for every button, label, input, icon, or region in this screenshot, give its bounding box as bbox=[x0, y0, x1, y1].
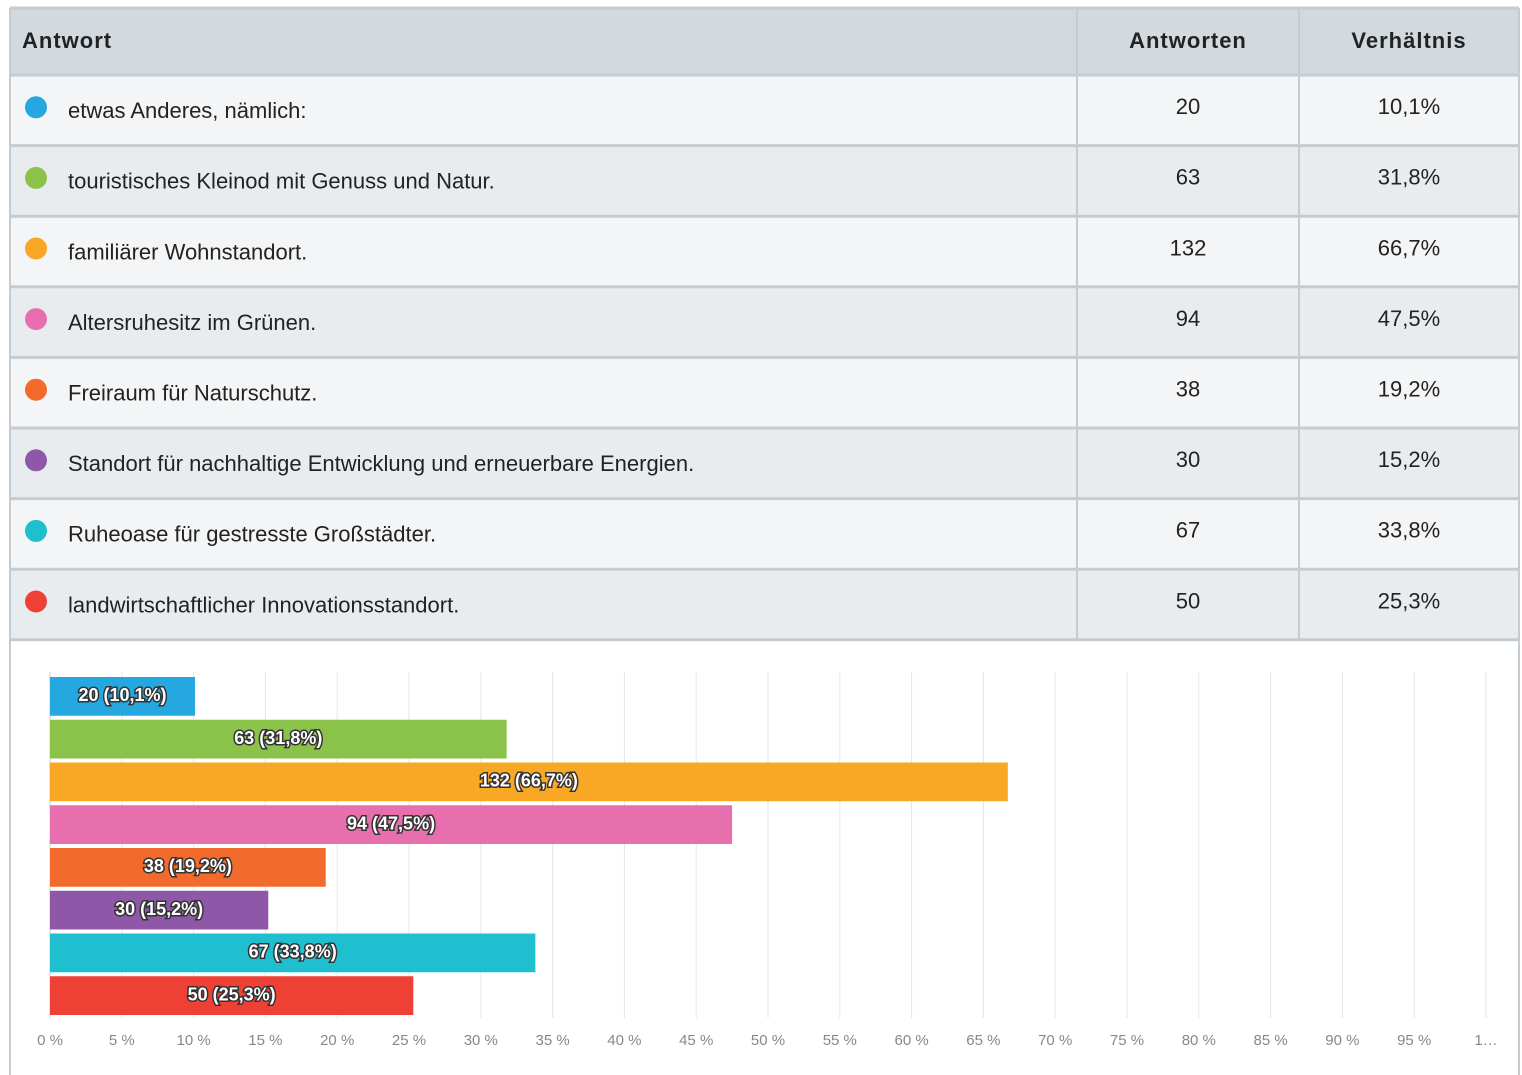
bar bbox=[50, 933, 536, 973]
cell: 33,8% bbox=[1378, 518, 1440, 543]
cell: 63 bbox=[1176, 165, 1200, 190]
cell: 132 bbox=[1170, 235, 1207, 260]
cell: Freiraum für Naturschutz. bbox=[68, 381, 317, 406]
cell: familiärer Wohnstandort. bbox=[68, 239, 307, 264]
table-row bbox=[10, 145, 1519, 217]
legend-dot bbox=[25, 237, 47, 260]
cell: touristisches Kleinod mit Genuss und Nat… bbox=[68, 169, 495, 194]
x-tick-label: 35 % bbox=[535, 1032, 569, 1049]
x-tick-label: 70 % bbox=[1038, 1032, 1072, 1049]
x-tick-label: 30 % bbox=[464, 1032, 498, 1049]
legend-dot bbox=[25, 96, 47, 119]
table-row bbox=[10, 357, 1519, 428]
value-label: 132 (66,7%) bbox=[480, 771, 578, 791]
header-cell: Antwort bbox=[22, 28, 112, 53]
x-tick-label: 60 % bbox=[894, 1032, 928, 1049]
x-tick-label: 45 % bbox=[679, 1032, 713, 1049]
legend-dot bbox=[25, 590, 47, 613]
x-tick-label: 10 % bbox=[176, 1032, 210, 1049]
x-tick-label: 90 % bbox=[1325, 1032, 1359, 1049]
value-label: 94 (47,5%) bbox=[347, 813, 435, 833]
table-row bbox=[10, 428, 1519, 499]
x-tick-label: 85 % bbox=[1253, 1032, 1287, 1049]
x-tick-label: 5 % bbox=[109, 1032, 135, 1049]
table-row bbox=[10, 569, 1519, 640]
cell: 66,7% bbox=[1378, 235, 1440, 260]
table-row bbox=[10, 75, 1519, 146]
x-tick-label: 55 % bbox=[823, 1032, 857, 1049]
x-tick-label: 80 % bbox=[1182, 1032, 1216, 1049]
cell: 38 bbox=[1176, 377, 1200, 402]
value-label: 38 (19,2%) bbox=[144, 856, 232, 876]
cell: 10,1% bbox=[1378, 94, 1440, 119]
bar bbox=[50, 719, 507, 759]
x-tick-label: 25 % bbox=[392, 1032, 426, 1049]
cell: 47,5% bbox=[1378, 306, 1440, 331]
cell: landwirtschaftlicher Innovationsstandort… bbox=[68, 592, 459, 617]
cell: 31,8% bbox=[1378, 165, 1440, 190]
legend-dot bbox=[25, 308, 47, 331]
table-row bbox=[10, 498, 1519, 570]
legend-dot bbox=[25, 519, 47, 542]
table-row bbox=[10, 286, 1519, 358]
table-row bbox=[10, 216, 1519, 287]
table-header bbox=[10, 8, 1519, 75]
cell: Standort für nachhaltige Entwicklung und… bbox=[68, 451, 694, 476]
cell: 20 bbox=[1176, 94, 1200, 119]
x-tick-label: 1… bbox=[1474, 1032, 1497, 1049]
header-cell: Antworten bbox=[1129, 28, 1247, 53]
value-label: 50 (25,3%) bbox=[188, 984, 276, 1004]
bar bbox=[50, 976, 414, 1015]
x-tick-label: 0 % bbox=[37, 1032, 63, 1049]
bar bbox=[50, 677, 196, 716]
legend-dot bbox=[25, 449, 47, 472]
cell: Ruheoase für gestresste Großstädter. bbox=[68, 522, 436, 547]
bar bbox=[50, 762, 1008, 802]
x-tick-label: 65 % bbox=[966, 1032, 1000, 1049]
cell: Altersruhesitz im Grünen. bbox=[68, 310, 316, 335]
x-tick-label: 20 % bbox=[320, 1032, 354, 1049]
x-tick-label: 95 % bbox=[1397, 1032, 1431, 1049]
cell: 67 bbox=[1176, 518, 1200, 543]
legend-dot bbox=[25, 378, 47, 401]
cell: 25,3% bbox=[1378, 588, 1440, 613]
cell: 50 bbox=[1176, 588, 1200, 613]
cell: 30 bbox=[1176, 447, 1200, 472]
cell: 15,2% bbox=[1378, 447, 1440, 472]
x-tick-label: 75 % bbox=[1110, 1032, 1144, 1049]
bar bbox=[50, 890, 269, 930]
cell: 19,2% bbox=[1378, 377, 1440, 402]
legend-dot bbox=[25, 166, 47, 189]
x-tick-label: 15 % bbox=[248, 1032, 282, 1049]
x-tick-label: 50 % bbox=[751, 1032, 785, 1049]
value-label: 67 (33,8%) bbox=[249, 942, 337, 962]
bar bbox=[50, 848, 326, 887]
value-label: 63 (31,8%) bbox=[234, 728, 322, 748]
header-cell: Verhältnis bbox=[1351, 28, 1466, 53]
bar bbox=[50, 805, 733, 844]
cell: 94 bbox=[1176, 306, 1200, 331]
value-label: 30 (15,2%) bbox=[115, 899, 203, 919]
cell: etwas Anderes, nämlich: bbox=[68, 98, 306, 123]
value-label: 20 (10,1%) bbox=[78, 685, 166, 705]
x-tick-label: 40 % bbox=[607, 1032, 641, 1049]
